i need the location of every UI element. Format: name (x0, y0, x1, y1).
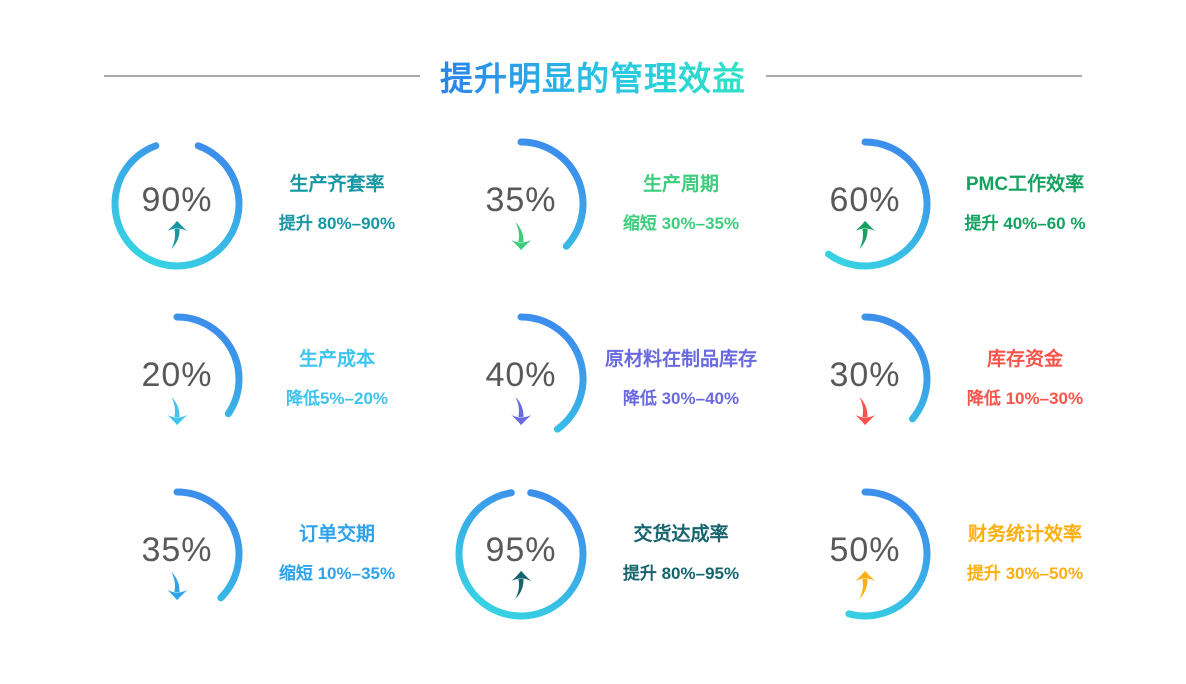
gauge-panel: 50% 财务统计效率 提升 30%–50% (795, 466, 1139, 641)
trend-up-icon (510, 570, 531, 599)
gauge: 60% (795, 134, 935, 274)
gauge: 35% (107, 484, 247, 624)
metric-change: 缩短 30%–35% (622, 214, 740, 233)
gauge-ring (173, 313, 243, 417)
gauge-center: 20% (107, 322, 247, 462)
metric-change: 降低5%–20% (285, 389, 389, 408)
gauge-value: 30% (829, 355, 901, 394)
trend-up-icon (166, 220, 187, 249)
metric-name: 订单交期 (298, 524, 375, 545)
gauge-ring (111, 141, 243, 269)
gauge-panel: 35% 生产周期缩短 30%–35% (451, 116, 795, 291)
metric-change: 提升 80%–95% (622, 564, 740, 583)
gauge: 30% (795, 309, 935, 449)
page-title: 提升明显的管理效益 (440, 52, 746, 100)
gauge-panel: 20% 生产成本降低5%–20% (107, 291, 451, 466)
gauge-ring (517, 138, 587, 250)
trend-down-icon (166, 396, 187, 425)
gauge-panel: 60% PMC工作效率 提升 40%–60 % (795, 116, 1139, 291)
gauge: 95% (451, 484, 591, 624)
title-rule-left (104, 75, 420, 77)
gauge-value: 90% (141, 180, 213, 219)
metric-name: PMC工作效率 (965, 174, 1085, 195)
gauge-ring (845, 488, 931, 619)
gauge-center: 35% (451, 147, 591, 287)
gauge-ring (825, 138, 931, 269)
gauge-grid: 90% 生产齐套率提升 80%–90% 35% 生产周期缩短 30%–35% 60% PM… (107, 116, 1139, 641)
gauge: 20% (107, 309, 247, 449)
gauge-ring (455, 488, 587, 619)
metric-change: 提升 40%–60 % (964, 214, 1086, 233)
trend-down-icon (854, 396, 875, 425)
metric-change: 降低 10%–30% (966, 389, 1084, 408)
gauge-value: 95% (485, 530, 557, 569)
metric-name: 原材料在制品库存 (604, 349, 757, 370)
gauge-labels: 生产齐套率提升 80%–90% (247, 175, 451, 232)
gauge-center: 60% (795, 147, 935, 287)
metric-change: 缩短 10%–35% (278, 564, 396, 583)
gauge-labels: 原材料在制品库存 降低 30%–40% (591, 350, 795, 407)
gauge-center: 50% (795, 497, 935, 637)
gauge-panel: 40% 原材料在制品库存 降低 30%–40% (451, 291, 795, 466)
metric-name: 财务统计效率 (967, 524, 1082, 545)
metric-name: 生产周期 (642, 174, 719, 195)
gauge-labels: 生产周期缩短 30%–35% (591, 175, 795, 232)
gauge-panel: 90% 生产齐套率提升 80%–90% (107, 116, 451, 291)
trend-down-icon (166, 571, 187, 600)
gauge-labels: 库存资金降低 10%–30% (935, 350, 1139, 407)
gauge-value: 35% (485, 180, 557, 219)
gauge-center: 95% (451, 497, 591, 637)
metric-name: 库存资金 (986, 349, 1063, 370)
gauge-value: 20% (141, 355, 213, 394)
gauge-center: 35% (107, 497, 247, 637)
gauge-panel: 95% 交货达成率提升 80%–95% (451, 466, 795, 641)
metric-change: 提升 30%–50% (966, 564, 1084, 583)
gauge: 35% (451, 134, 591, 274)
metric-change: 降低 30%–40% (622, 389, 740, 408)
gauge-labels: PMC工作效率 提升 40%–60 % (935, 175, 1139, 232)
gauge: 90% (107, 134, 247, 274)
gauge-center: 40% (451, 322, 591, 462)
gauge-labels: 生产成本降低5%–20% (247, 350, 451, 407)
trend-up-icon (854, 220, 875, 249)
gauge-ring (861, 313, 931, 422)
gauge: 40% (451, 309, 591, 449)
gauge-panel: 35% 订单交期缩短 10%–35% (107, 466, 451, 641)
metric-name: 生产齐套率 (289, 174, 385, 195)
trend-down-icon (510, 221, 531, 250)
gauge-ring (517, 313, 587, 433)
metric-name: 生产成本 (298, 349, 375, 370)
gauge-value: 40% (485, 355, 557, 394)
gauge-labels: 财务统计效率 提升 30%–50% (935, 525, 1139, 582)
metric-change: 提升 80%–90% (278, 214, 396, 233)
gauge-center: 90% (107, 147, 247, 287)
gauge-value: 60% (829, 180, 901, 219)
gauge: 50% (795, 484, 935, 624)
gauge-labels: 交货达成率提升 80%–95% (591, 525, 795, 582)
gauge-center: 30% (795, 322, 935, 462)
trend-down-icon (510, 396, 531, 425)
title-rule-right (766, 75, 1082, 77)
trend-up-icon (854, 570, 875, 599)
metric-name: 交货达成率 (633, 524, 729, 545)
slide-header: 提升明显的管理效益 (0, 40, 1186, 112)
gauge-labels: 订单交期缩短 10%–35% (247, 525, 451, 582)
gauge-ring (173, 488, 243, 601)
gauge-value: 50% (829, 530, 901, 569)
gauge-panel: 30% 库存资金降低 10%–30% (795, 291, 1139, 466)
gauge-value: 35% (141, 530, 213, 569)
